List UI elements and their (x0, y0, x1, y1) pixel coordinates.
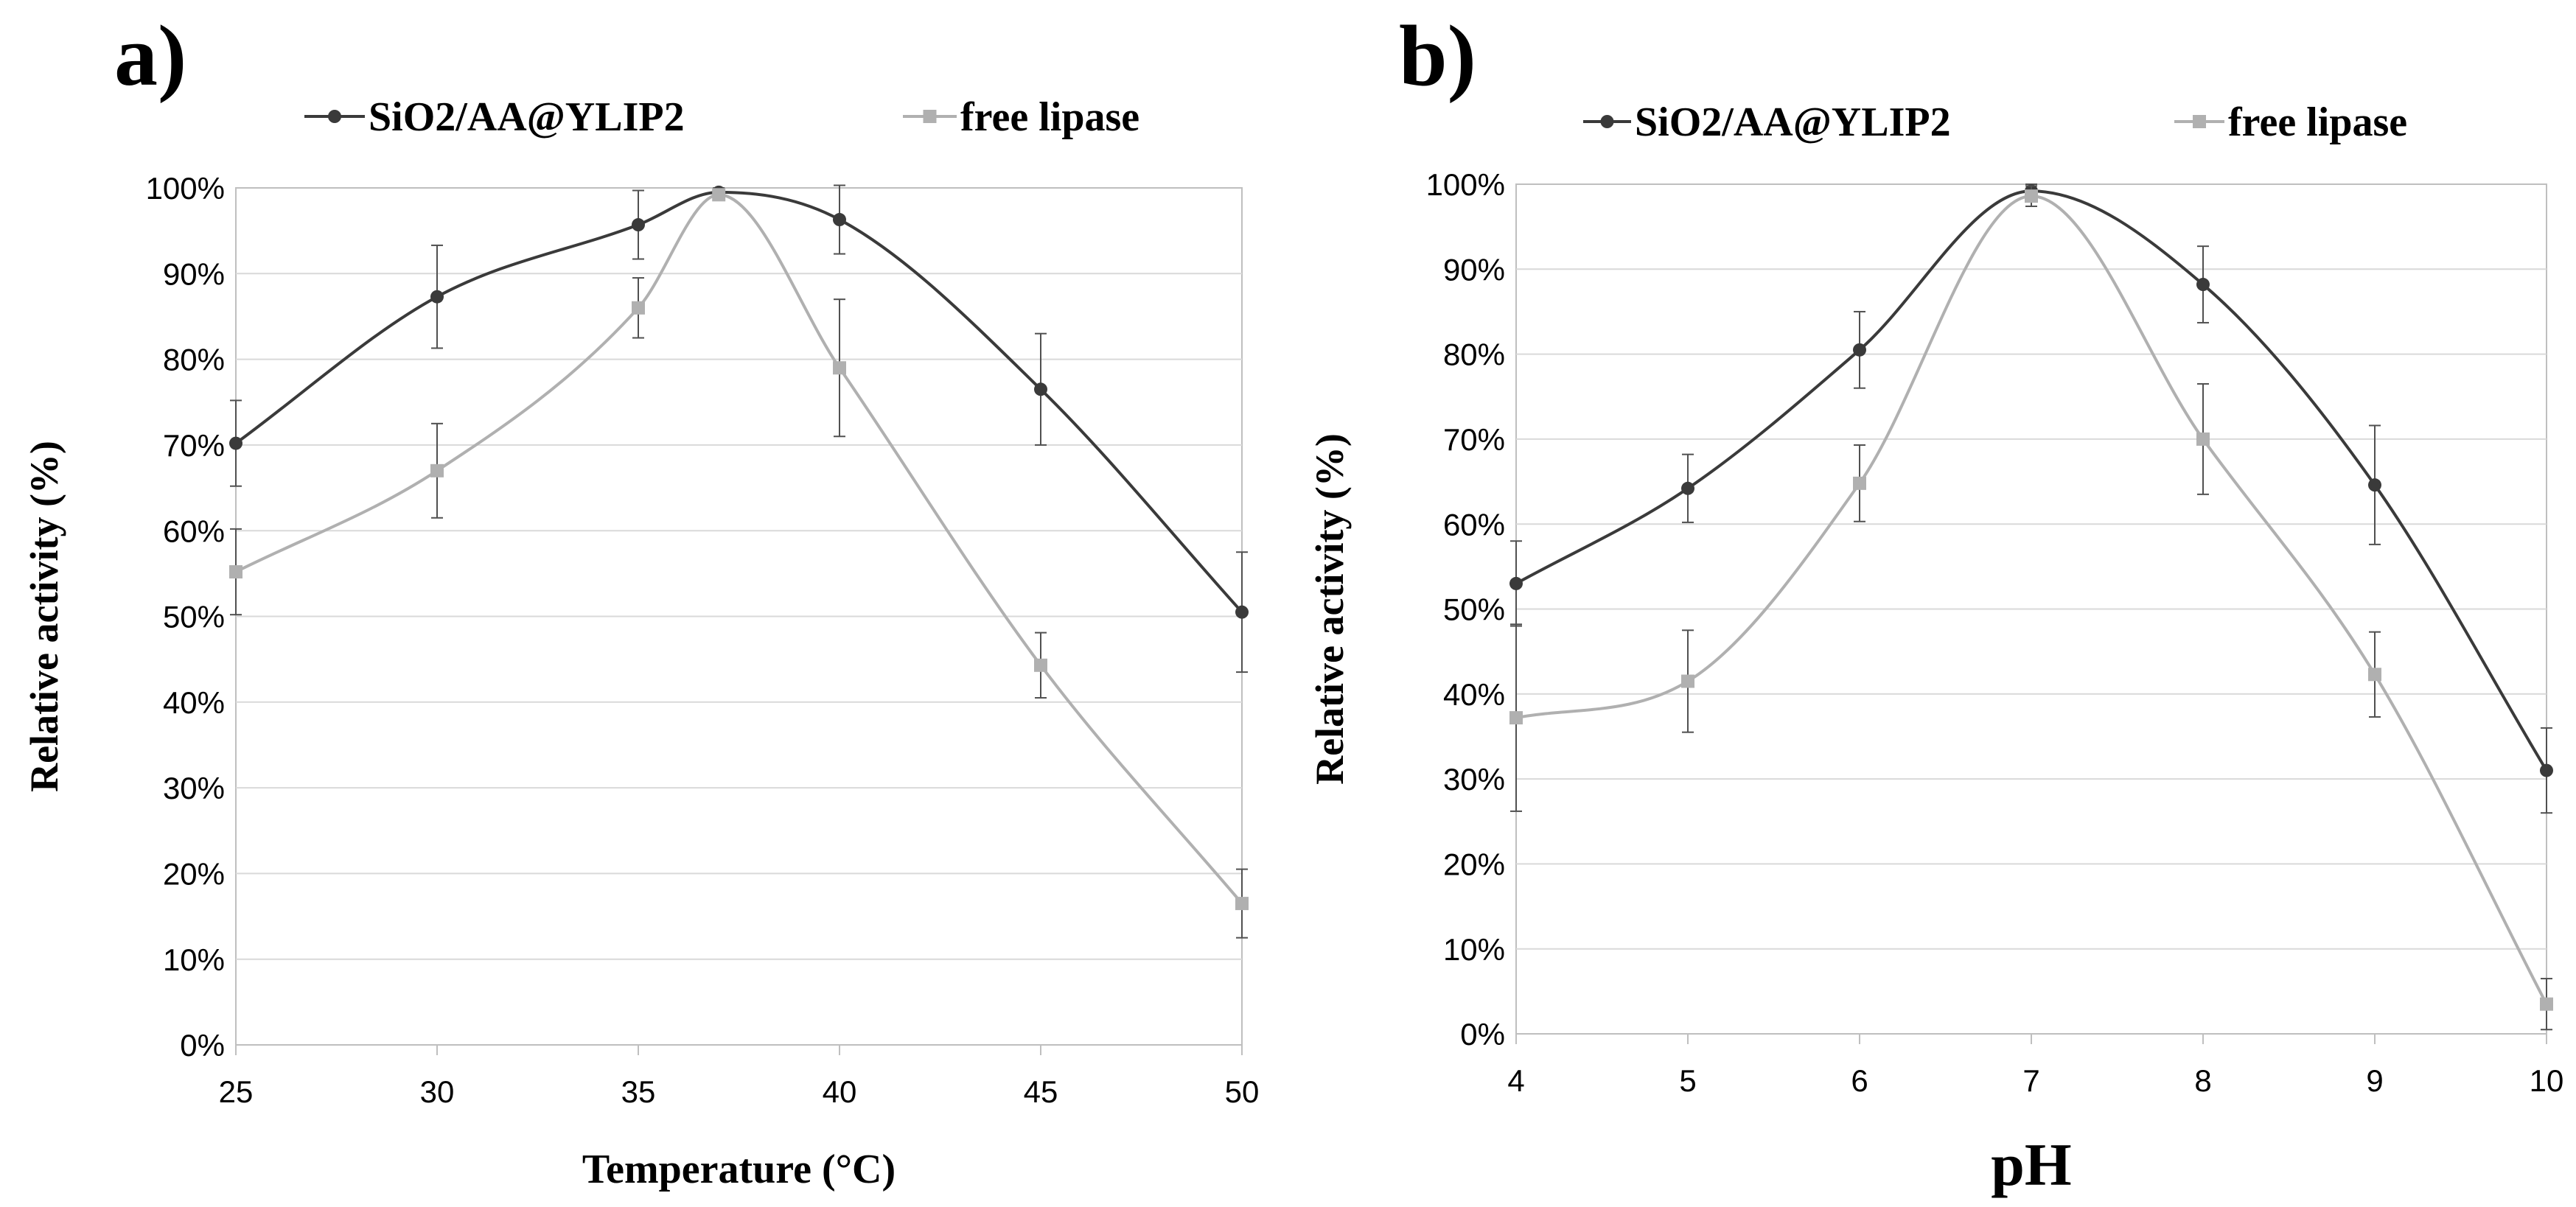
legend-marker (923, 110, 937, 123)
y-tick-label: 10% (163, 942, 225, 977)
x-tick-label: 6 (1851, 1063, 1868, 1098)
data-point (1853, 343, 1866, 357)
x-tick-label: 35 (621, 1074, 656, 1109)
data-point (1235, 897, 1249, 911)
series-line (234, 190, 1243, 614)
chart-panel-b: b) 0% 10% 20% 30% 40% 50% 60% 70% 80% 90% 100% 4 5 6 7 8… (1308, 7, 2563, 1198)
y-tick-label: 0% (1460, 1017, 1505, 1052)
y-tick-label: 80% (1443, 337, 1505, 372)
legend-sio2-aa-ylip2: SiO2/AA@YLIP2 (304, 94, 685, 140)
y-tick-label: 50% (163, 600, 225, 634)
panel-label: b) (1399, 7, 1476, 104)
y-tick-label: 60% (1443, 507, 1505, 542)
x-tick-label: 10 (2530, 1063, 2564, 1098)
y-tick-label: 90% (1443, 252, 1505, 287)
y-tick-label: 60% (163, 514, 225, 548)
y-axis-title: Relative activity (%) (22, 441, 66, 792)
data-point (1681, 481, 1694, 495)
x-tick-label: 9 (2366, 1063, 2383, 1098)
data-point (2196, 278, 2210, 292)
y-tick-label: 40% (1443, 677, 1505, 712)
data-point (430, 290, 444, 304)
y-tick-label: 20% (163, 857, 225, 892)
x-tick-label: 50 (1225, 1074, 1260, 1109)
data-point (2025, 189, 2038, 203)
data-point (2368, 668, 2381, 682)
legend-marker (1600, 115, 1614, 128)
data-point (2368, 478, 2381, 492)
data-point (2540, 997, 2553, 1011)
x-axis-title: pH (1991, 1131, 2071, 1198)
data-point (2540, 763, 2553, 777)
y-tick-label: 10% (1443, 932, 1505, 967)
data-point (712, 188, 726, 202)
series-line (235, 193, 1243, 905)
x-tick-label: 8 (2194, 1063, 2211, 1098)
y-tick-label: 90% (163, 256, 225, 291)
data-point (1034, 658, 1047, 672)
legend-marker (328, 110, 341, 123)
y-tick-label: 100% (1426, 167, 1505, 202)
panel-label: a) (114, 7, 186, 104)
legend-label: free lipase (2228, 99, 2407, 145)
y-tick-label: 0% (180, 1028, 225, 1063)
data-point (1034, 382, 1047, 396)
data-point (1235, 605, 1249, 619)
y-tick-label: 20% (1443, 847, 1505, 882)
y-tick-label: 80% (163, 343, 225, 377)
x-tick-label: 25 (219, 1074, 254, 1109)
data-point (833, 213, 846, 227)
data-point (2196, 432, 2210, 446)
y-tick-label: 70% (1443, 422, 1505, 457)
data-point (833, 361, 846, 375)
data-point (430, 463, 444, 477)
legend-label: SiO2/AA@YLIP2 (1635, 99, 1951, 145)
series-free-lipase (1509, 185, 2553, 1031)
x-tick-label: 30 (420, 1074, 455, 1109)
data-point (229, 436, 242, 450)
y-tick-label: 30% (163, 771, 225, 805)
x-tick-label: 4 (1507, 1063, 1524, 1098)
chart-panel-a: a) 0% 10% 20% 30% 40% 50% 60% 70% 80% 90% 100% 25 30 3… (22, 7, 1259, 1192)
y-axis-title: Relative activity (%) (1308, 433, 1352, 785)
series-free-lipase (229, 188, 1249, 939)
y-tick-label: 100% (146, 171, 225, 206)
legend-label: free lipase (960, 94, 1139, 140)
legend-free-lipase: free lipase (2174, 99, 2407, 145)
y-tick-label: 30% (1443, 762, 1505, 797)
y-tick-label: 50% (1443, 592, 1505, 627)
data-point (1853, 476, 1866, 490)
legend-label: SiO2/AA@YLIP2 (369, 94, 685, 140)
series-line (1515, 195, 2548, 1005)
x-tick-label: 40 (823, 1074, 857, 1109)
y-tick-label: 40% (163, 685, 225, 720)
legend-sio2-aa-ylip2: SiO2/AA@YLIP2 (1583, 99, 1951, 145)
series-line (1515, 189, 2548, 772)
data-point (229, 565, 242, 579)
x-tick-label: 45 (1024, 1074, 1058, 1109)
series-sio2-aa-ylip2 (229, 184, 1249, 674)
data-point (1509, 711, 1523, 725)
legend-free-lipase: free lipase (903, 94, 1139, 140)
legend-marker (2193, 115, 2206, 128)
x-tick-label: 7 (2022, 1063, 2039, 1098)
data-point (1681, 674, 1694, 688)
series-sio2-aa-ylip2 (1509, 183, 2553, 814)
data-point (1509, 576, 1523, 590)
data-point (632, 218, 645, 232)
x-tick-label: 5 (1679, 1063, 1696, 1098)
y-tick-label: 70% (163, 428, 225, 463)
x-axis-title: Temperature (°C) (582, 1147, 896, 1192)
data-point (632, 301, 645, 315)
